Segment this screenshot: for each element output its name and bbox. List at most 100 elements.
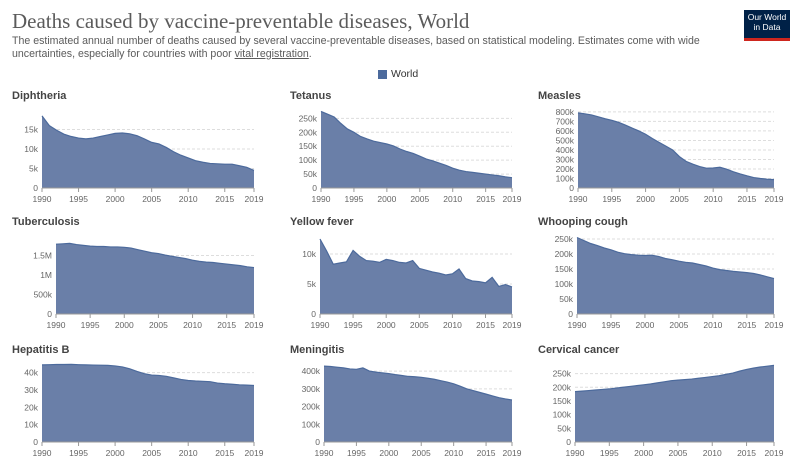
tuberculosis-ytick-label: 1.5M [33,251,52,261]
cervical-cancer-xtick-label: 2005 [668,448,687,458]
meningitis-xtick-label: 2005 [412,448,431,458]
hepatitis-b-xtick-label: 2000 [106,448,125,458]
tetanus-ytick-label: 200k [299,127,318,137]
cervical-cancer-xtick-label: 2015 [737,448,756,458]
diphtheria-xtick-label: 2005 [142,194,161,204]
whooping-cough-xtick-label: 2000 [635,320,654,330]
tuberculosis-ytick-label: 500k [34,290,53,300]
hepatitis-b-area [42,364,254,442]
tetanus-xtick-label: 2019 [503,194,522,204]
tuberculosis-xtick-label: 2019 [245,320,264,330]
meningitis-xtick-label: 1995 [347,448,366,458]
diphtheria-xtick-label: 2000 [106,194,125,204]
meningitis-ytick-label: 400k [302,366,321,376]
yellow-fever-area [320,239,512,314]
measles-ytick-label: 800k [556,107,575,117]
whooping-cough-xtick-label: 2005 [669,320,688,330]
measles-ytick-label: 300k [556,154,575,164]
meningitis-ytick-label: 300k [302,384,321,394]
hepatitis-b-ytick-label: 0 [33,437,38,447]
yellow-fever-xtick-label: 1990 [311,320,330,330]
hepatitis-b-chart: Hepatitis B 0 10k 20k 30k 40k 1990 1995 2000 2005… [12,344,264,458]
diphtheria-xtick-label: 1990 [33,194,52,204]
meningitis-line [323,365,513,401]
hepatitis-b-xtick-label: 1990 [33,448,52,458]
legend[interactable]: World [378,68,418,80]
meningitis-ytick-label: 100k [302,419,321,429]
cervical-cancer-ytick-label: 100k [553,410,572,420]
cervical-cancer-ytick-label: 150k [553,396,572,406]
yellow-fever-xtick-label: 2015 [476,320,495,330]
diphtheria-ytick-label: 0 [33,183,38,193]
yellow-fever-ytick-label: 0 [311,309,316,319]
yellow-fever-title: Yellow fever [290,216,354,228]
yellow-fever-ytick-label: 10k [302,249,316,259]
diphtheria-ytick-label: 5k [29,164,39,174]
tuberculosis-xtick-label: 2010 [183,320,202,330]
hepatitis-b-xtick-label: 2010 [179,448,198,458]
hepatitis-b-ytick-label: 20k [24,402,38,412]
subtitle-end: . [308,47,312,60]
whooping-cough-ytick-label: 100k [555,279,574,289]
whooping-cough-xtick-label: 2010 [703,320,722,330]
meningitis-title: Meningitis [290,344,344,356]
measles-ytick-label: 500k [556,135,575,145]
tetanus-xtick-label: 2010 [443,194,462,204]
diphtheria-chart: Diphtheria 0 5k 10k 15k 1990 1995 2000 2005 2010 2… [12,90,264,204]
meningitis-chart: Meningitis 0 100k 200k 300k 400k 1990 1995 2000 2… [290,344,522,458]
chart-subtitle: The estimated annual number of deaths ca… [12,35,712,60]
tuberculosis-line [55,242,255,269]
diphtheria-xtick-label: 1995 [69,194,88,204]
tetanus-xtick-label: 2000 [377,194,396,204]
tetanus-xtick-label: 1990 [312,194,331,204]
tuberculosis-title: Tuberculosis [12,216,80,228]
vital-registration-link[interactable]: vital registration [234,47,309,60]
measles-xtick-label: 1990 [569,194,588,204]
hepatitis-b-ytick-label: 10k [24,420,38,430]
cervical-cancer-ytick-label: 0 [566,437,571,447]
measles-ytick-label: 400k [556,145,575,155]
hepatitis-b-title: Hepatitis B [12,344,70,356]
tetanus-area [321,111,512,188]
tetanus-ytick-label: 50k [303,169,317,179]
hepatitis-b-line [41,363,255,387]
whooping-cough-ytick-label: 50k [559,294,573,304]
diphtheria-ytick-label: 15k [24,125,38,135]
yellow-fever-xtick-label: 2019 [503,320,522,330]
measles-line [577,112,775,181]
tetanus-title: Tetanus [290,90,331,102]
diphtheria-xtick-label: 2010 [179,194,198,204]
meningitis-xtick-label: 2000 [379,448,398,458]
cervical-cancer-xtick-label: 2010 [703,448,722,458]
tetanus-ytick-label: 0 [312,183,317,193]
owid-logo[interactable]: Our World in Data [744,10,790,41]
hepatitis-b-xtick-label: 2019 [245,448,264,458]
whooping-cough-line [576,236,775,280]
meningitis-xtick-label: 2010 [444,448,463,458]
tetanus-line [320,110,513,179]
tetanus-chart: Tetanus 0 50k 100k 150k 200k 250k 1990 1995 2000 2… [290,90,522,204]
tetanus-xtick-label: 1995 [344,194,363,204]
cervical-cancer-title: Cervical cancer [538,344,620,356]
yellow-fever-chart: Yellow fever 0 5k 10k 1990 1995 2000 2005 2010 20… [290,216,522,330]
cervical-cancer-chart: Cervical cancer 0 50k 100k 150k 200k 250k 1990 1… [538,344,784,458]
logo-line-2: in Data [753,22,781,32]
measles-xtick-label: 2010 [704,194,723,204]
diphtheria-area [42,115,254,188]
meningitis-xtick-label: 2019 [503,448,522,458]
tetanus-ytick-label: 100k [299,155,318,165]
cervical-cancer-line [574,364,775,393]
whooping-cough-xtick-label: 2015 [737,320,756,330]
cervical-cancer-ytick-label: 200k [553,382,572,392]
diphtheria-line [41,115,255,172]
whooping-cough-chart: Whooping cough 0 50k 100k 150k 200k 250k 1990 19… [538,216,784,330]
tetanus-ytick-label: 150k [299,141,318,151]
hepatitis-b-xtick-label: 2015 [215,448,234,458]
yellow-fever-xtick-label: 2005 [410,320,429,330]
tetanus-xtick-label: 2005 [410,194,429,204]
hepatitis-b-xtick-label: 2005 [142,448,161,458]
whooping-cough-area [577,237,774,314]
whooping-cough-ytick-label: 200k [555,249,574,259]
subtitle-text: The estimated annual number of deaths ca… [12,35,700,60]
yellow-fever-xtick-label: 2000 [377,320,396,330]
